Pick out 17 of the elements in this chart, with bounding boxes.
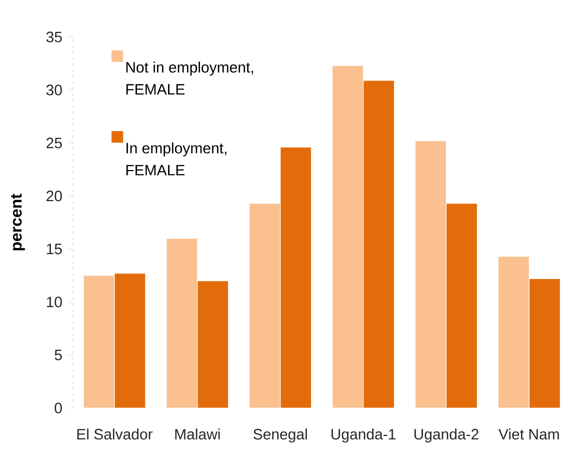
x-tick-label: Viet Nam xyxy=(498,428,559,440)
y-tick-label: 30 xyxy=(46,84,62,96)
x-tick-label: Uganda-2 xyxy=(414,428,478,443)
legend-label: Not in employment, FEMALE xyxy=(126,62,254,94)
x-tick-label: Senegal xyxy=(254,428,307,443)
y-tick-label: 5 xyxy=(54,350,62,360)
y-tick-label: 25 xyxy=(46,138,62,148)
y-tick-label: 10 xyxy=(46,296,62,308)
x-tick-label: Uganda-1 xyxy=(332,428,396,443)
x-tick-label: Malawi xyxy=(175,428,220,440)
y-tick-label: 35 xyxy=(46,32,62,42)
legend-label: In employment, FEMALE xyxy=(126,142,226,176)
y-tick-label: 0 xyxy=(54,402,62,414)
y-tick-label: 20 xyxy=(46,190,62,202)
y-axis-title: percent xyxy=(11,194,25,250)
y-tick-label: 15 xyxy=(46,244,62,254)
x-tick-label: El Salvador xyxy=(77,428,153,440)
